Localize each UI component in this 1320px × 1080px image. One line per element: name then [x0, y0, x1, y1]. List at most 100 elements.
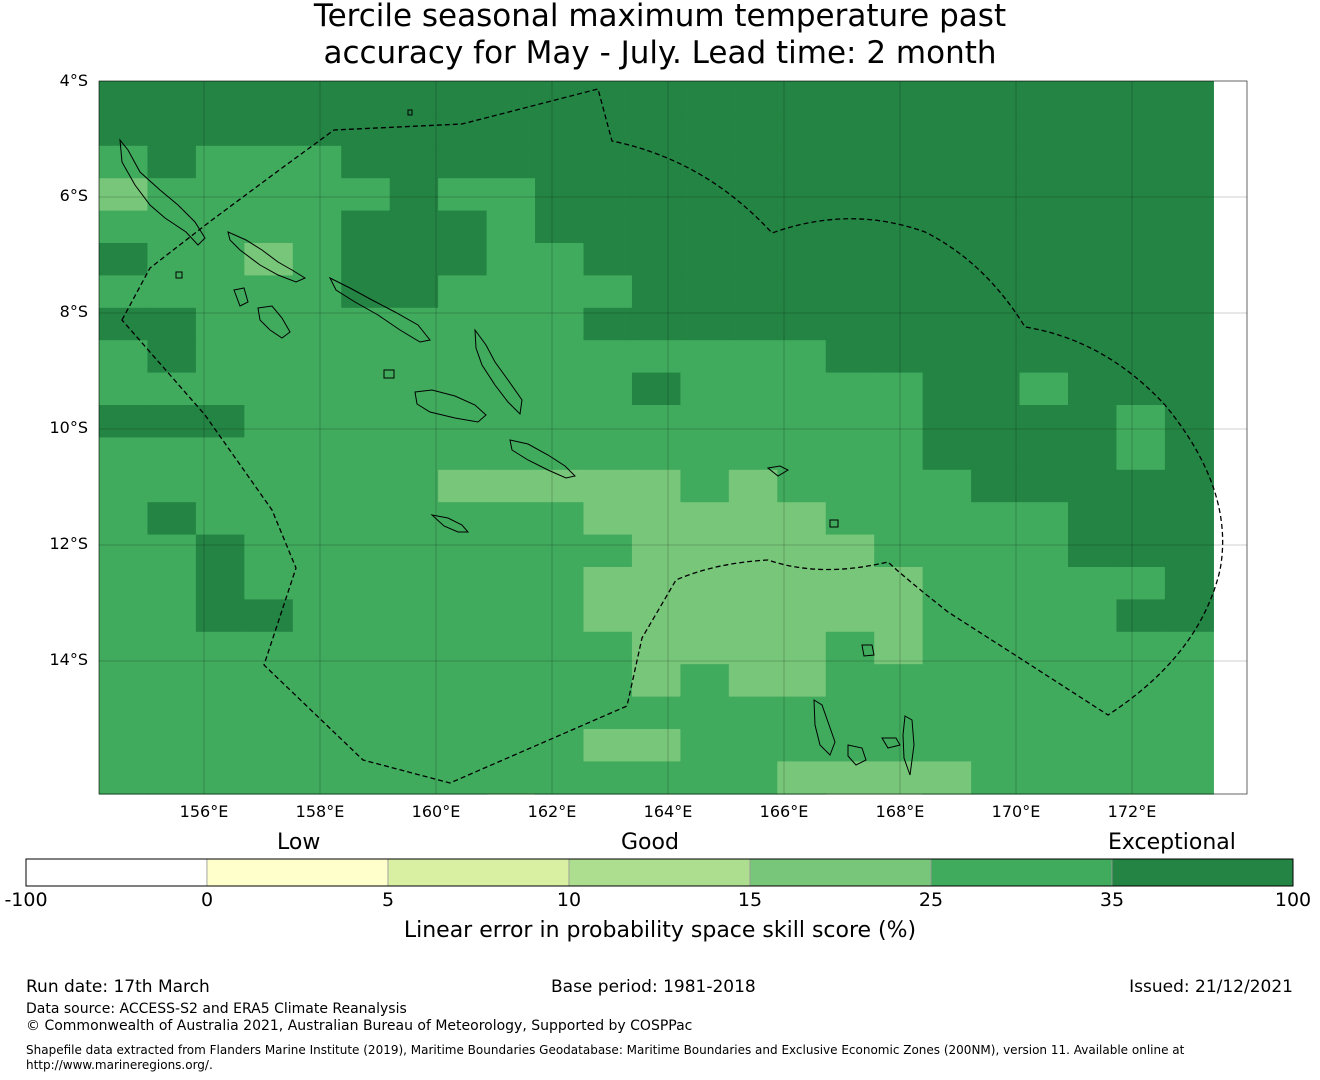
grid-cell: [438, 469, 488, 503]
grid-cell: [1164, 372, 1214, 406]
grid-cell: [922, 664, 972, 698]
grid-cell: [244, 567, 294, 600]
grid-cell: [99, 599, 149, 633]
grid-cell: [583, 372, 633, 406]
grid-cell: [535, 210, 585, 244]
grid-cell: [680, 243, 730, 276]
grid-cell: [1116, 502, 1166, 536]
grid-cell: [486, 243, 536, 276]
grid-cell: [777, 113, 827, 147]
grid-cell: [147, 502, 197, 536]
grid-cell: [680, 664, 730, 698]
grid-cell: [438, 567, 488, 600]
colorbar-tick: 10: [556, 889, 582, 911]
grid-cell: [1116, 631, 1166, 665]
grid-cell: [777, 534, 827, 568]
grid-cell: [1116, 469, 1166, 503]
grid-cell: [389, 502, 439, 536]
grid-cell: [341, 696, 391, 730]
grid-cell: [1164, 243, 1214, 276]
grid-cell: [1019, 243, 1069, 276]
grid-cell: [728, 307, 778, 341]
grid-cell: [1116, 307, 1166, 341]
grid-cell: [922, 307, 972, 341]
island-outline: [902, 715, 915, 776]
grid-cell: [147, 664, 197, 698]
colorbar-tick: 25: [918, 889, 944, 911]
grid-cell: [922, 729, 972, 762]
grid-cell: [535, 340, 585, 374]
grid-cell: [728, 405, 778, 438]
grid-cell: [728, 81, 778, 114]
grid-cell: [1116, 664, 1166, 698]
colorbar-bin: [206, 858, 389, 887]
grid-cell: [631, 405, 681, 438]
grid-cell: [195, 567, 245, 600]
grid-cell: [680, 761, 730, 795]
grid-cell: [825, 599, 875, 633]
grid-cell: [438, 372, 488, 406]
colorbar-tick: 15: [737, 889, 763, 911]
island-outline: [407, 109, 413, 116]
grid-cell: [244, 696, 294, 730]
grid-cell: [147, 275, 197, 309]
grid-cell: [99, 210, 149, 244]
grid-cell: [922, 761, 972, 795]
grid-cell: [922, 372, 972, 406]
grid-cell: [341, 210, 391, 244]
grid-cell: [1116, 567, 1166, 600]
grid-cell: [389, 631, 439, 665]
grid-cell: [1019, 502, 1069, 536]
grid-cell: [922, 405, 972, 438]
grid-cell: [777, 405, 827, 438]
grid-cell: [1116, 696, 1166, 730]
grid-cell: [99, 340, 149, 374]
grid-cell: [971, 307, 1021, 341]
grid-cell: [438, 210, 488, 244]
grid-cell: [292, 210, 342, 244]
grid-cell: [631, 178, 681, 212]
grid-cell: [389, 340, 439, 374]
grid-cell: [971, 145, 1021, 179]
grid-cell: [341, 113, 391, 147]
grid-cell: [147, 696, 197, 730]
grid-cell: [195, 113, 245, 147]
grid-cell: [341, 340, 391, 374]
colorbar-tick: 5: [381, 889, 395, 911]
grid-cell: [195, 178, 245, 212]
grid-cell: [486, 696, 536, 730]
grid-cell: [777, 145, 827, 179]
grid-cell: [583, 437, 633, 471]
grid-cell: [486, 599, 536, 633]
grid-cell: [535, 405, 585, 438]
grid-cell: [147, 145, 197, 179]
grid-cell: [292, 502, 342, 536]
grid-cell: [825, 145, 875, 179]
grid-cell: [971, 664, 1021, 698]
grid-cell: [535, 502, 585, 536]
grid-cell: [1164, 599, 1214, 633]
grid-cell: [1019, 631, 1069, 665]
grid-cell: [631, 307, 681, 341]
island-outline: [119, 138, 206, 246]
grid-cell: [1164, 178, 1214, 212]
grid-cell: [292, 696, 342, 730]
colorbar-bin: [387, 858, 570, 887]
grid-cell: [535, 145, 585, 179]
grid-cell: [99, 275, 149, 309]
grid-cell: [777, 631, 827, 665]
grid-cell: [728, 631, 778, 665]
grid-cell: [583, 243, 633, 276]
colorbar-tick: -100: [4, 889, 48, 911]
island-outline: [383, 369, 395, 379]
grid-cell: [1019, 275, 1069, 309]
grid-cell: [244, 81, 294, 114]
grid-cell: [292, 469, 342, 503]
grid-cell: [535, 664, 585, 698]
grid-cell: [147, 534, 197, 568]
grid-cell: [486, 113, 536, 147]
grid-cell: [389, 664, 439, 698]
grid-cell: [389, 405, 439, 438]
grid-cell: [728, 599, 778, 633]
island-outline: [813, 699, 836, 756]
